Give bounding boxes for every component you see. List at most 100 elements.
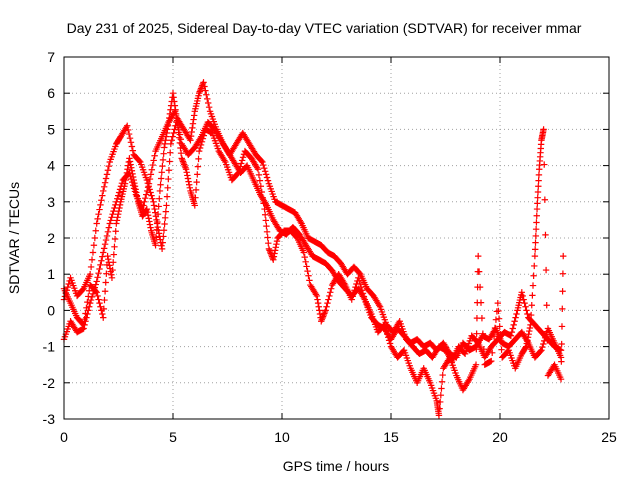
data-point — [257, 183, 265, 190]
data-point — [525, 330, 532, 338]
data-point — [101, 241, 109, 248]
data-point — [113, 220, 120, 227]
data-point — [123, 169, 131, 177]
data-point — [155, 203, 162, 210]
data-point — [164, 122, 172, 129]
data-point — [490, 333, 498, 340]
data-point — [538, 347, 545, 354]
data-point — [92, 281, 99, 288]
data-point — [87, 263, 95, 271]
data-point — [535, 177, 542, 184]
data-point — [101, 179, 109, 186]
data-point — [128, 167, 136, 174]
series-track-a — [60, 79, 565, 365]
data-point — [124, 126, 132, 134]
data-point — [103, 232, 111, 240]
data-point — [110, 259, 117, 266]
data-point — [201, 83, 208, 90]
data-point — [511, 318, 518, 325]
data-point — [104, 252, 111, 260]
data-point — [132, 186, 139, 193]
data-point — [524, 334, 532, 341]
data-point — [238, 157, 246, 164]
data-point — [360, 293, 368, 300]
data-point — [111, 243, 118, 250]
data-point — [177, 144, 184, 152]
data-point — [159, 239, 166, 246]
data-point — [527, 321, 534, 329]
data-point — [104, 167, 112, 174]
data-point — [352, 283, 359, 291]
data-point — [150, 157, 157, 164]
data-point — [143, 176, 151, 184]
data-point — [314, 299, 322, 307]
data-point — [147, 171, 155, 178]
data-point — [112, 228, 119, 235]
data-point — [102, 279, 109, 286]
data-point — [114, 192, 122, 199]
data-point — [324, 299, 331, 307]
series-track-c — [60, 90, 567, 419]
data-point — [152, 234, 160, 241]
data-point — [131, 179, 138, 187]
data-point — [153, 226, 161, 233]
data-point — [529, 282, 537, 289]
data-point — [90, 242, 98, 249]
data-point — [144, 208, 151, 216]
data-point — [523, 307, 530, 314]
data-point — [194, 171, 201, 178]
data-point — [532, 239, 539, 246]
data-point — [87, 296, 95, 304]
data-point — [237, 163, 244, 170]
data-point — [534, 200, 541, 207]
data-point — [326, 292, 333, 300]
data-point — [314, 296, 321, 303]
data-point — [259, 194, 266, 201]
data-point — [272, 244, 279, 251]
data-point — [187, 137, 194, 144]
data-point — [384, 334, 392, 341]
data-point — [200, 79, 207, 86]
data-point — [85, 293, 92, 300]
data-point — [558, 358, 565, 365]
y-tick-label: 6 — [47, 85, 55, 101]
data-point — [174, 118, 181, 126]
data-point — [86, 299, 94, 307]
data-point — [303, 263, 310, 270]
data-point — [301, 253, 308, 261]
data-point — [171, 102, 179, 109]
data-point — [92, 288, 99, 295]
data-point — [271, 250, 278, 257]
data-point — [109, 211, 116, 218]
data-point — [146, 221, 154, 228]
data-point — [478, 314, 486, 322]
data-point — [271, 247, 279, 254]
data-point — [106, 262, 113, 269]
data-point — [160, 233, 167, 240]
data-point — [531, 252, 539, 260]
data-point — [96, 265, 103, 273]
data-point — [186, 184, 194, 192]
data-point — [234, 170, 241, 178]
data-point — [519, 292, 526, 300]
data-point — [145, 215, 152, 222]
y-tick-label: 1 — [47, 266, 55, 282]
data-point — [109, 266, 116, 274]
data-point — [263, 174, 271, 181]
data-point — [256, 177, 264, 184]
data-point — [512, 314, 519, 321]
x-tick-label: 5 — [169, 429, 177, 445]
data-point — [533, 219, 540, 226]
data-point — [148, 192, 155, 199]
data-point — [166, 114, 173, 122]
axis-ticks: 0 5 10 15 20 25 -3 -2 -1 0 1 2 3 4 5 6 7 — [43, 49, 617, 445]
data-point — [104, 228, 112, 235]
data-point — [495, 307, 502, 315]
data-point — [472, 361, 480, 368]
data-point — [263, 228, 271, 235]
data-point — [495, 315, 503, 322]
data-point — [157, 181, 164, 188]
data-point — [142, 194, 149, 202]
data-point — [159, 162, 166, 170]
data-point — [152, 242, 159, 249]
